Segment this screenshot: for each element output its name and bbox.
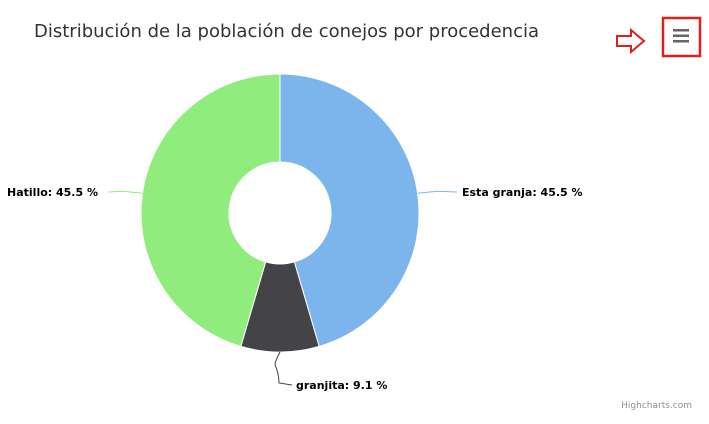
connector-granjita [274,351,293,386]
data-label-granjita: granjita: 9.1 % [296,379,387,392]
connector-hatillo [107,190,143,194]
chart-title: Distribución de la población de conejos … [34,21,539,42]
pie-slice-esta-granja[interactable] [279,73,420,347]
arrow-right-outline-icon [616,27,646,55]
data-label-hatillo: Hatillo: 45.5 % [7,186,98,199]
pie-slice-hatillo[interactable] [140,73,281,347]
pie-slices [140,73,420,353]
hamburger-menu-icon [673,29,689,43]
connector-esta-granja [417,190,458,194]
chart-context-menu-button[interactable] [661,16,702,58]
label-connectors [107,190,458,386]
data-labels: Esta granja: 45.5 % granjita: 9.1 % Hatill… [7,186,583,392]
data-label-esta-granja: Esta granja: 45.5 % [462,186,583,199]
credits-link[interactable]: Highcharts.com [621,401,692,411]
